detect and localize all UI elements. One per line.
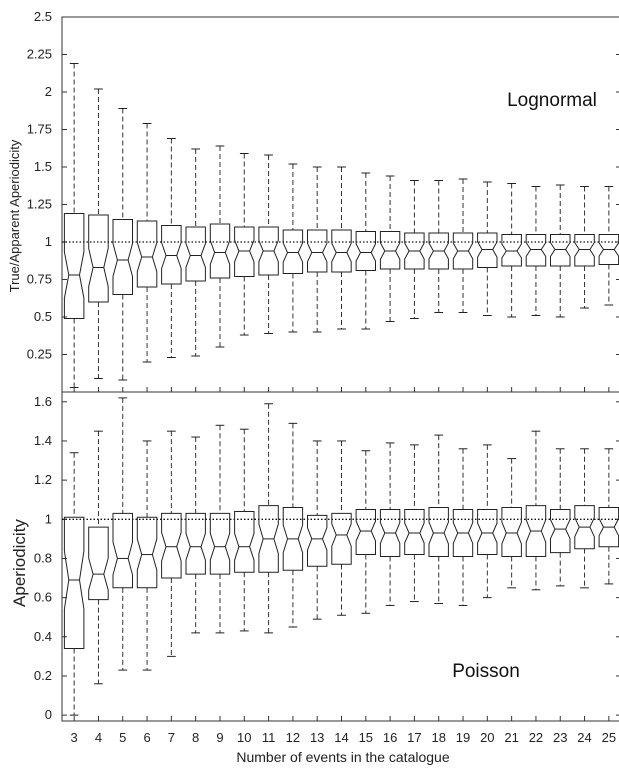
lognormal-box-5 [112,219,133,295]
xtick-label-8: 8 [192,730,199,745]
x-axis-title: Number of events in the catalogue [236,749,449,765]
poisson-box-6 [136,516,158,589]
y-axis-title-top: True/Apparent Aperiodicity [7,139,22,292]
lognormal-box-9 [209,223,231,279]
lognormal-box-11 [258,226,279,276]
poisson-panel: 0 0.2 0.4 0.6 0.8 1 1.2 1.4 1.6 3 4 5 6 7 8 9 10 11 12 13 14… [34,391,619,745]
lognormal-label: Lognormal [507,90,597,111]
xtick-label-11: 11 [262,730,276,745]
poisson-label: Poisson [452,661,520,682]
poisson-box-8 [185,512,206,575]
lognormal-ytick-label: 2.5 [34,9,52,24]
lognormal-ytick-label: 0.75 [27,272,52,287]
poisson-ytick-label: 1.4 [34,433,52,448]
poisson-box-7 [161,512,182,579]
xtick-label-20: 20 [480,730,494,745]
xtick-label-18: 18 [431,730,445,745]
xtick-label-23: 23 [553,730,567,745]
lognormal-panel: 0.25 0.5 0.75 1 1.25 1.5 1.75 2 2.25 2.5 [27,9,619,393]
xtick-label-6: 6 [143,730,150,745]
poisson-ytick-label: 0.2 [34,668,52,683]
poisson-box-20 [477,509,498,555]
lognormal-box-24 [574,234,595,267]
poisson-ytick-label: 0.8 [34,550,52,565]
lognormal-box-17 [404,232,425,270]
lognormal-box-21 [501,234,522,267]
lognormal-ytick-label: 2 [45,84,52,99]
lognormal-box-6 [136,220,158,288]
lognormal-box-20 [477,232,498,268]
poisson-box-3 [63,516,85,649]
poisson-box-4 [88,526,109,601]
poisson-box-18 [428,507,449,557]
xtick-label-9: 9 [216,730,223,745]
lognormal-box-7 [161,225,182,285]
lognormal-box-23 [550,234,571,267]
xtick-label-10: 10 [237,730,251,745]
poisson-ytick-label: 1.6 [34,394,52,409]
poisson-ytick-label: 0 [45,707,52,722]
poisson-box-21 [501,507,522,557]
xtick-label-16: 16 [383,730,397,745]
lognormal-box-16 [379,231,401,270]
lognormal-ytick-label: 1.25 [27,197,52,212]
lognormal-box-3 [63,213,85,319]
xtick-label-19: 19 [456,730,470,745]
xtick-label-4: 4 [95,730,102,745]
xtick-label-17: 17 [407,730,421,745]
poisson-box-13 [307,514,328,567]
poisson-box-14 [331,512,352,565]
y-axis-title-bottom: Aperiodicity [10,519,29,607]
xtick-label-21: 21 [504,730,518,745]
lognormal-box-8 [185,226,206,282]
lognormal-box-14 [331,229,352,273]
xtick-label-15: 15 [359,730,373,745]
xtick-label-5: 5 [119,730,126,745]
poisson-ytick-label: 0.4 [34,629,52,644]
xtick-label-7: 7 [168,730,175,745]
poisson-ytick-label: 1 [45,511,52,526]
lognormal-box-12 [282,229,304,274]
poisson-box-11 [258,505,279,573]
poisson-box-23 [550,509,571,554]
lognormal-box-18 [428,232,449,270]
lognormal-ytick-label: 0.25 [27,347,52,362]
lognormal-box-4 [88,214,109,303]
poisson-box-15 [355,509,376,555]
lognormal-ytick-label: 2.25 [27,47,52,62]
lognormal-box-22 [525,234,547,267]
lognormal-ytick-label: 1.75 [27,122,52,137]
poisson-box-19 [452,509,474,557]
poisson-ytick-label: 1.2 [34,472,52,487]
lognormal-box-13 [307,229,328,273]
xtick-label-13: 13 [310,730,324,745]
poisson-box-22 [525,505,547,557]
poisson-box-12 [282,507,304,571]
xtick-label-3: 3 [71,730,78,745]
lognormal-box-15 [355,231,376,271]
xtick-label-14: 14 [334,730,348,745]
lognormal-ytick-label: 1.5 [34,159,52,174]
poisson-box-5 [112,512,133,589]
xtick-label-25: 25 [602,730,616,745]
lognormal-box-19 [452,232,474,270]
poisson-box-17 [404,509,425,555]
poisson-box-10 [234,511,255,573]
xtick-label-12: 12 [286,730,300,745]
poisson-box-24 [574,505,595,550]
lognormal-ytick-label: 1 [45,234,52,249]
lognormal-box-10 [234,226,255,277]
xtick-label-24: 24 [577,730,591,745]
lognormal-ytick-label: 0.5 [34,309,52,324]
poisson-ytick-label: 0.6 [34,590,52,605]
poisson-box-16 [379,509,401,557]
poisson-box-9 [209,512,231,575]
xtick-label-22: 22 [529,730,543,745]
